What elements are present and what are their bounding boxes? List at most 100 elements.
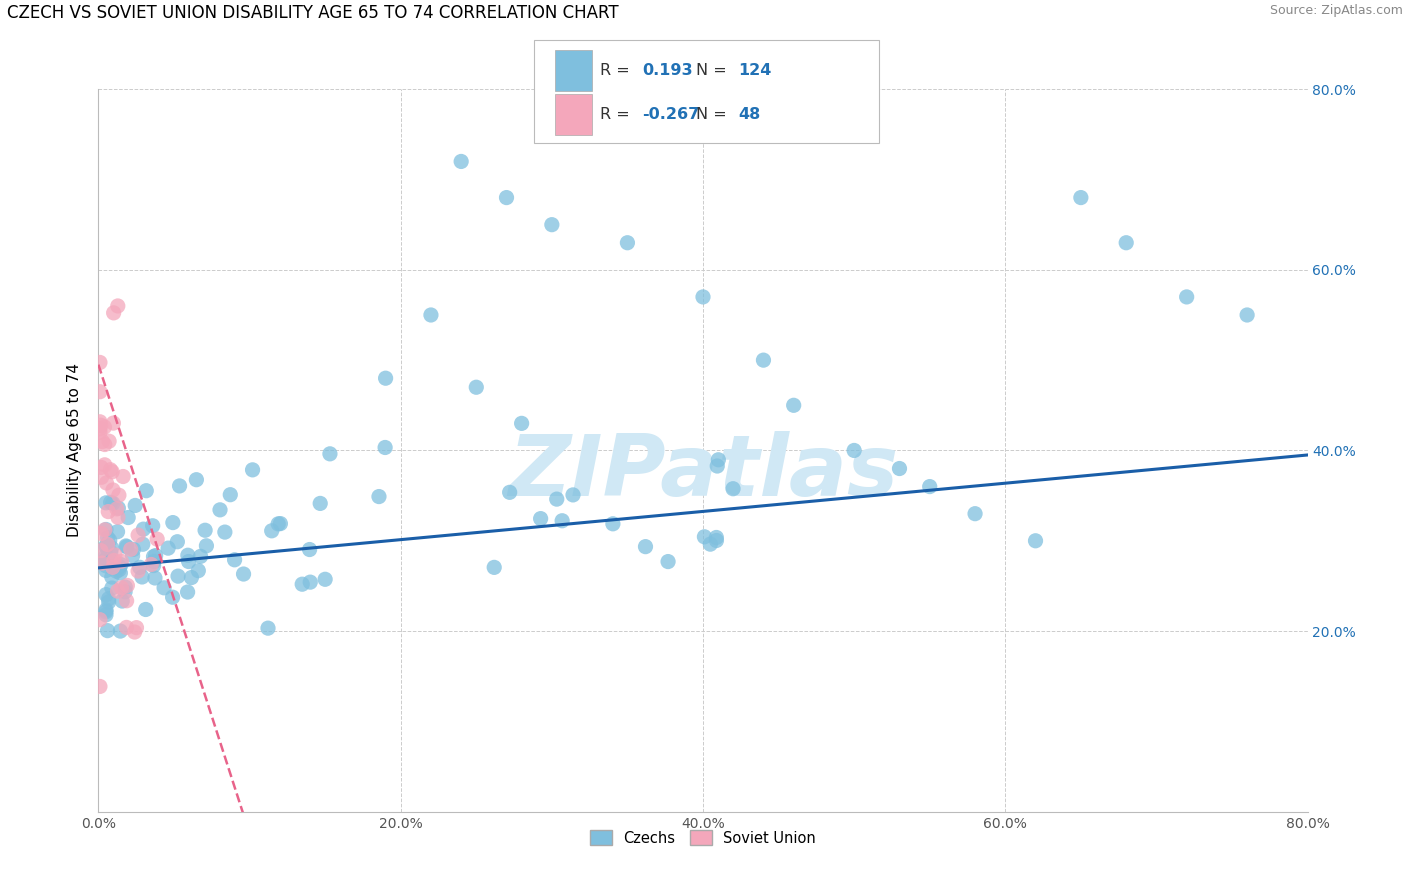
Point [135, 602, 157, 616]
Point [110, 558, 132, 572]
Point [117, 578, 139, 592]
Point [124, 625, 146, 640]
Point [94, 437, 117, 451]
Point [146, 532, 169, 546]
Point [91, 434, 114, 449]
Point [100, 495, 122, 509]
Point [124, 499, 146, 513]
Point [166, 534, 188, 549]
Point [110, 581, 132, 595]
Point [100, 541, 122, 555]
Point [107, 524, 129, 539]
Point [89, 421, 111, 435]
Point [100, 463, 122, 477]
Point [94, 540, 117, 554]
Point [101, 465, 124, 479]
Point [162, 516, 184, 530]
Point [89, 415, 111, 429]
Point [105, 501, 128, 516]
Text: ZIPatlas: ZIPatlas [508, 431, 898, 514]
Point [112, 469, 135, 483]
Point [89, 384, 111, 399]
Point [97, 505, 120, 519]
Point [482, 560, 505, 574]
Text: Source: ZipAtlas.com: Source: ZipAtlas.com [1270, 4, 1403, 18]
Point [1236, 308, 1258, 322]
Point [122, 542, 145, 557]
Point [257, 621, 280, 635]
Point [918, 480, 941, 494]
Point [96, 624, 118, 638]
Point [260, 524, 283, 538]
Point [187, 564, 209, 578]
Point [374, 441, 396, 455]
Point [180, 570, 202, 584]
Point [299, 575, 322, 590]
Point [145, 549, 167, 563]
Point [120, 542, 142, 557]
Point [562, 488, 585, 502]
Point [368, 490, 391, 504]
Point [551, 514, 574, 528]
Point [90, 526, 112, 541]
Point [101, 560, 124, 574]
Point [94, 603, 117, 617]
Point [224, 553, 246, 567]
Point [128, 560, 150, 574]
Point [104, 548, 127, 562]
Point [132, 537, 155, 551]
Text: R =: R = [600, 107, 630, 122]
Point [115, 620, 138, 634]
Point [195, 539, 218, 553]
Point [699, 537, 721, 551]
Point [693, 530, 716, 544]
Point [94, 607, 117, 622]
Point [94, 549, 117, 563]
Point [169, 479, 191, 493]
Point [530, 511, 553, 525]
Point [94, 539, 117, 553]
Point [176, 585, 198, 599]
Point [107, 584, 129, 599]
Text: CZECH VS SOVIET UNION DISABILITY AGE 65 TO 74 CORRELATION CHART: CZECH VS SOVIET UNION DISABILITY AGE 65 … [7, 4, 619, 22]
Point [121, 549, 143, 563]
Point [103, 553, 125, 567]
Point [103, 306, 125, 320]
Point [93, 420, 115, 434]
Point [94, 496, 117, 510]
Point [103, 416, 125, 430]
Point [692, 290, 714, 304]
Point [135, 483, 157, 498]
Point [269, 516, 291, 531]
Point [96, 475, 118, 490]
Point [190, 549, 212, 564]
Point [117, 510, 139, 524]
Point [101, 496, 124, 510]
Point [291, 577, 314, 591]
Point [89, 425, 111, 440]
Point [219, 488, 242, 502]
Point [94, 564, 117, 578]
Point [94, 605, 117, 619]
Point [101, 570, 124, 584]
Point [1175, 290, 1198, 304]
Point [114, 580, 136, 594]
Point [98, 533, 121, 548]
Point [115, 594, 138, 608]
Point [90, 418, 112, 433]
Point [107, 501, 129, 516]
Point [127, 564, 149, 578]
Point [107, 299, 129, 313]
Point [214, 525, 236, 540]
Point [142, 549, 165, 564]
Point [94, 558, 117, 573]
Point [89, 613, 111, 627]
Point [177, 555, 200, 569]
Point [706, 531, 728, 545]
Point [889, 461, 911, 475]
Point [89, 680, 111, 694]
Text: R =: R = [600, 63, 630, 78]
Point [498, 485, 520, 500]
Point [89, 355, 111, 369]
Point [153, 581, 176, 595]
